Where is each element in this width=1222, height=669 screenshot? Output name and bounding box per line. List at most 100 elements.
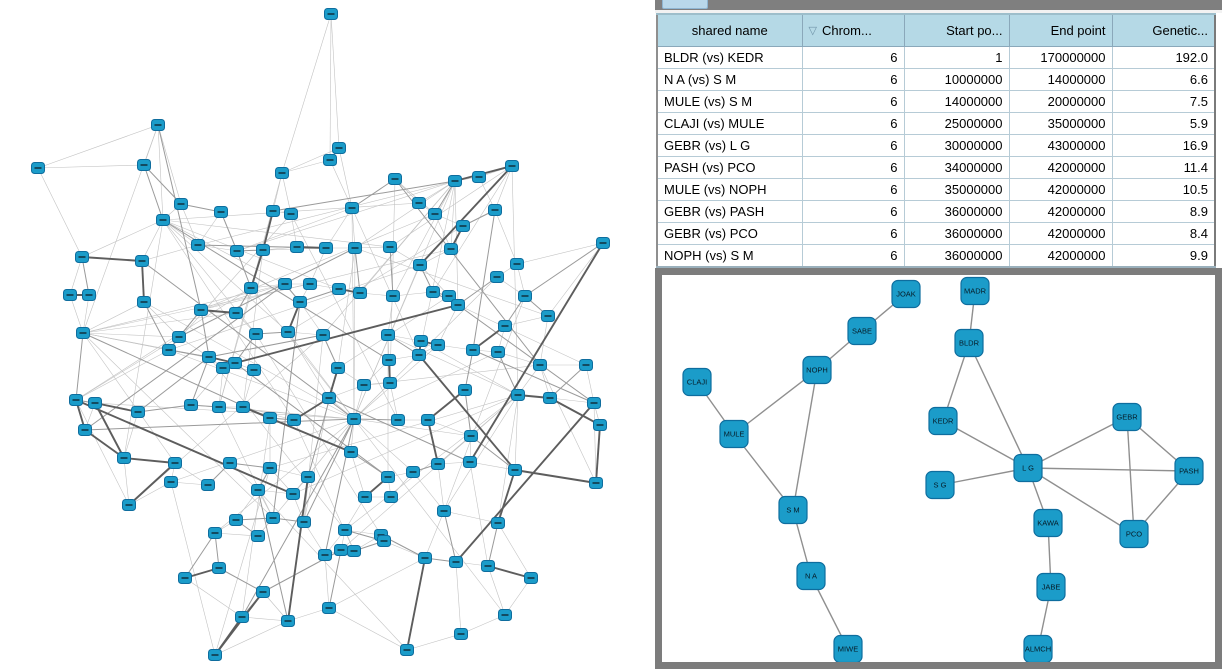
node-shape[interactable]: [1119, 519, 1149, 549]
filter-icon[interactable]: ▽: [808, 25, 817, 37]
network-node[interactable]: [31, 162, 45, 174]
network-node[interactable]: [322, 602, 336, 614]
network-node[interactable]: [383, 377, 397, 389]
network-node[interactable]: [216, 362, 230, 374]
network-node[interactable]: [278, 278, 292, 290]
network-detail-svg[interactable]: JOAK MADR SABE BLDR NOPH CLAJI MULE KEDR GEBR L G…: [662, 275, 1215, 662]
network-node[interactable]: [275, 167, 289, 179]
network-node[interactable]: [319, 242, 333, 254]
network-detail-canvas[interactable]: JOAK MADR SABE BLDR NOPH CLAJI MULE KEDR GEBR L G…: [655, 268, 1222, 669]
network-node[interactable]: [596, 237, 610, 249]
network-node[interactable]: [464, 430, 478, 442]
network-node[interactable]: [505, 160, 519, 172]
network-node[interactable]: [76, 327, 90, 339]
network-node[interactable]: [437, 505, 451, 517]
network-node-KEDR[interactable]: KEDR: [928, 406, 958, 436]
network-node[interactable]: [345, 202, 359, 214]
network-node[interactable]: [178, 572, 192, 584]
network-node[interactable]: [377, 535, 391, 547]
network-node[interactable]: [251, 530, 265, 542]
node-shape[interactable]: [1174, 456, 1204, 486]
network-node[interactable]: [491, 517, 505, 529]
network-node[interactable]: [348, 242, 362, 254]
network-node[interactable]: [456, 220, 470, 232]
node-shape[interactable]: [891, 279, 921, 309]
network-node[interactable]: [323, 154, 337, 166]
network-node[interactable]: [303, 278, 317, 290]
network-node[interactable]: [324, 8, 338, 20]
network-node[interactable]: [174, 198, 188, 210]
network-node-NOPH[interactable]: NOPH: [802, 355, 832, 385]
network-node[interactable]: [117, 452, 131, 464]
network-node-JOAK[interactable]: JOAK: [891, 279, 921, 309]
network-node-S-M[interactable]: S M: [778, 495, 808, 525]
network-node[interactable]: [201, 479, 215, 491]
network-node-KAWA[interactable]: KAWA: [1033, 508, 1063, 538]
network-node[interactable]: [78, 424, 92, 436]
network-node[interactable]: [266, 205, 280, 217]
network-node[interactable]: [382, 354, 396, 366]
network-node[interactable]: [263, 462, 277, 474]
network-node[interactable]: [358, 491, 372, 503]
network-node[interactable]: [191, 239, 205, 251]
network-node[interactable]: [168, 457, 182, 469]
network-node[interactable]: [208, 527, 222, 539]
network-node[interactable]: [524, 572, 538, 584]
network-node[interactable]: [301, 471, 315, 483]
network-node[interactable]: [347, 413, 361, 425]
network-node[interactable]: [579, 359, 593, 371]
header-cell-3[interactable]: End point: [1008, 13, 1113, 47]
network-node[interactable]: [593, 419, 607, 431]
network-node[interactable]: [212, 401, 226, 413]
network-node[interactable]: [406, 466, 420, 478]
network-node[interactable]: [347, 545, 361, 557]
network-node[interactable]: [88, 397, 102, 409]
table-row[interactable]: NOPH (vs) S M 6 36000000 42000000 9.9: [656, 244, 1216, 268]
network-node[interactable]: [331, 362, 345, 374]
network-node[interactable]: [448, 175, 462, 187]
network-node[interactable]: [244, 282, 258, 294]
network-node[interactable]: [287, 414, 301, 426]
network-node[interactable]: [286, 488, 300, 500]
network-node[interactable]: [256, 244, 270, 256]
network-node[interactable]: [229, 307, 243, 319]
network-node-MADR[interactable]: MADR: [960, 276, 990, 306]
network-node[interactable]: [228, 357, 242, 369]
network-node[interactable]: [63, 289, 77, 301]
network-node-PASH[interactable]: PASH: [1174, 456, 1204, 486]
network-node[interactable]: [418, 552, 432, 564]
network-node[interactable]: [533, 359, 547, 371]
network-node[interactable]: [184, 399, 198, 411]
network-node[interactable]: [75, 251, 89, 263]
network-node-PCO[interactable]: PCO: [1119, 519, 1149, 549]
network-node[interactable]: [412, 349, 426, 361]
network-node[interactable]: [472, 171, 486, 183]
network-node[interactable]: [426, 286, 440, 298]
network-node[interactable]: [381, 471, 395, 483]
network-node[interactable]: [511, 389, 525, 401]
network-node[interactable]: [214, 206, 228, 218]
table-row[interactable]: MULE (vs) NOPH 6 35000000 42000000 10.5: [656, 178, 1216, 201]
table-row[interactable]: MULE (vs) S M 6 14000000 20000000 7.5: [656, 90, 1216, 113]
node-shape[interactable]: [925, 470, 955, 500]
node-shape[interactable]: [802, 355, 832, 385]
network-node[interactable]: [137, 159, 151, 171]
network-node[interactable]: [508, 464, 522, 476]
active-tab-fragment[interactable]: [662, 0, 708, 9]
network-node[interactable]: [490, 271, 504, 283]
table-row[interactable]: BLDR (vs) KEDR 6 1 170000000 192.0: [656, 46, 1216, 69]
network-node[interactable]: [357, 379, 371, 391]
network-node[interactable]: [230, 245, 244, 257]
network-node-SABE[interactable]: SABE: [847, 316, 877, 346]
network-node[interactable]: [82, 289, 96, 301]
network-node[interactable]: [263, 412, 277, 424]
node-shape[interactable]: [928, 406, 958, 436]
network-node[interactable]: [458, 384, 472, 396]
header-cell-4[interactable]: Genetic...: [1111, 13, 1216, 47]
network-node[interactable]: [413, 259, 427, 271]
network-node[interactable]: [463, 456, 477, 468]
network-node[interactable]: [454, 628, 468, 640]
table-row[interactable]: GEBR (vs) L G 6 30000000 43000000 16.9: [656, 134, 1216, 157]
network-overview-canvas[interactable]: [0, 0, 652, 669]
network-node[interactable]: [135, 255, 149, 267]
